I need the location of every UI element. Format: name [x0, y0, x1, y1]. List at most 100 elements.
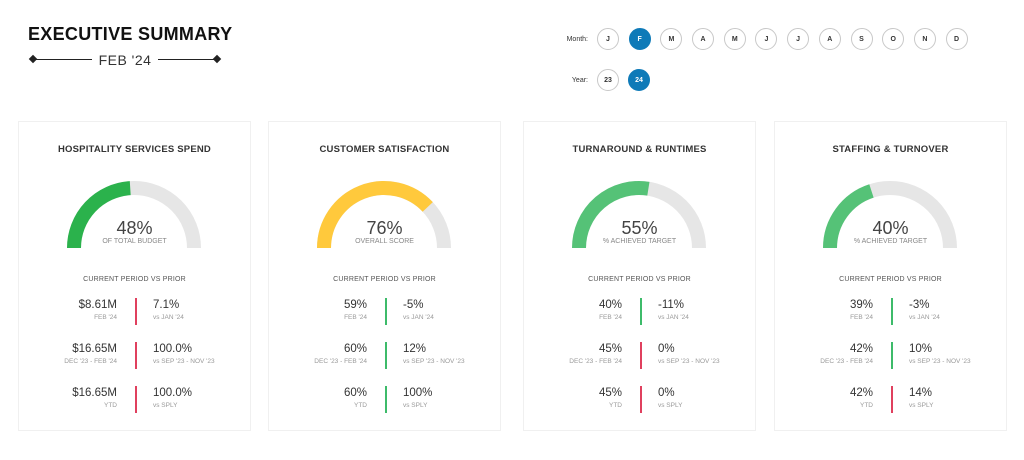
month-pill-nov[interactable]: N: [913, 28, 936, 50]
trend-indicator-bar: [385, 342, 387, 369]
metric-period: YTD: [860, 402, 873, 409]
trend-indicator-bar: [891, 298, 893, 325]
metric-change-period: vs SPLY: [658, 402, 683, 409]
card-title: TURNAROUND & RUNTIMES: [572, 144, 707, 155]
gauge-label: % ACHIEVED TARGET: [853, 238, 928, 245]
month-pill-dec[interactable]: D: [945, 28, 968, 50]
trend-indicator-bar: [891, 342, 893, 369]
metric-change: -3%: [909, 299, 930, 311]
month-pill-jul[interactable]: J: [787, 28, 810, 50]
month-selector: Month: J F M A M J J A S O N D: [558, 28, 977, 50]
metric-row: 39% FEB '24 -3% vs JAN '24: [775, 298, 1006, 328]
month-pill-mar[interactable]: M: [660, 28, 683, 50]
month-pill-apr[interactable]: A: [692, 28, 715, 50]
year-pill-23[interactable]: 23: [597, 69, 619, 91]
metric-value: 42%: [849, 343, 873, 355]
metric-change-period: vs SEP '23 - NOV '23: [658, 358, 720, 365]
month-pill-aug[interactable]: A: [818, 28, 841, 50]
divider-line-left: [32, 59, 92, 60]
gauge-label: % ACHIEVED TARGET: [602, 238, 677, 245]
metric-period: YTD: [609, 402, 622, 409]
gauge-value: 48%: [116, 218, 153, 238]
metric-period: YTD: [354, 402, 367, 409]
gauge-chart: [823, 181, 957, 249]
metric-period: FEB '24: [599, 314, 622, 321]
metric-change: 7.1%: [153, 299, 180, 311]
metric-value: $16.65M: [72, 343, 117, 355]
gauge-chart: [317, 181, 451, 249]
metric-row: 60% YTD 100% vs SPLY: [269, 386, 500, 416]
gauge-label: OVERALL SCORE: [355, 238, 414, 245]
kpi-card-customer-satisfaction: CUSTOMER SATISFACTION 76% OVERALL SCORE CUR…: [268, 121, 501, 431]
kpi-card-turnaround-runtimes: TURNAROUND & RUNTIMES 55%% ACHIEVED TARGE…: [523, 121, 756, 431]
metric-value: 39%: [849, 299, 873, 311]
metric-row: 42% YTD 14% vs SPLY: [775, 386, 1006, 416]
metric-row: 45% DEC '23 - FEB '24 0% vs SEP '23 - NOV '…: [524, 342, 755, 372]
metric-period: YTD: [104, 402, 117, 409]
metric-value: $16.65M: [72, 387, 117, 399]
metric-period: DEC '23 - FEB '24: [569, 358, 622, 365]
metric-change: 12%: [403, 343, 427, 355]
metric-period: DEC '23 - FEB '24: [820, 358, 873, 365]
card-title: HOSPITALITY SERVICES SPEND: [57, 144, 211, 155]
metric-change-period: vs SPLY: [153, 402, 178, 409]
metric-row: 60% DEC '23 - FEB '24 12% vs SEP '23 - NOV …: [269, 342, 500, 372]
metric-row: 42% DEC '23 - FEB '24 10% vs SEP '23 - NOV …: [775, 342, 1006, 372]
trend-indicator-bar: [135, 386, 137, 413]
month-pill-may[interactable]: M: [723, 28, 746, 50]
trend-indicator-bar: [135, 342, 137, 369]
metric-change-period: vs SPLY: [909, 402, 934, 409]
metric-change-period: vs JAN '24: [658, 314, 689, 321]
trend-indicator-bar: [385, 298, 387, 325]
metric-change: 14%: [909, 387, 933, 399]
gauge-fill: [317, 181, 433, 249]
gauge-fill: [572, 181, 650, 249]
month-pill-jun[interactable]: J: [755, 28, 778, 50]
metric-period: FEB '24: [850, 314, 873, 321]
metric-row: 40% FEB '24 -11% vs JAN '24: [524, 298, 755, 328]
month-pill-oct[interactable]: O: [882, 28, 905, 50]
month-pill-feb[interactable]: F: [628, 28, 651, 50]
metric-row: $8.61M FEB '24 7.1% vs JAN '24: [19, 298, 250, 328]
metric-value: 42%: [849, 387, 873, 399]
period-comparison-header: CURRENT PERIOD VS PRIOR: [839, 276, 942, 283]
month-pill-jan[interactable]: J: [597, 28, 619, 50]
kpi-card-staffing-turnover: STAFFING & TURNOVER 40%% ACHIEVED TARGET C…: [774, 121, 1007, 431]
metric-row: 45% YTD 0% vs SPLY: [524, 386, 755, 416]
period-comparison-header: CURRENT PERIOD VS PRIOR: [588, 276, 691, 283]
trend-indicator-bar: [640, 342, 642, 369]
metric-period: DEC '23 - FEB '24: [314, 358, 367, 365]
gauge-value: 76%: [366, 218, 403, 238]
metric-row: $16.65M YTD 100.0% vs SPLY: [19, 386, 250, 416]
gauge-chart: [67, 181, 201, 249]
period-subtitle: FEB '24: [28, 50, 222, 70]
metric-row: $16.65M DEC '23 - FEB '24 100.0% vs SEP '23…: [19, 342, 250, 372]
month-pill-sep[interactable]: S: [850, 28, 873, 50]
metric-change-period: vs JAN '24: [909, 314, 940, 321]
metric-change: -11%: [658, 299, 684, 311]
trend-indicator-bar: [891, 386, 893, 413]
gauge-label: OF TOTAL BUDGET: [102, 238, 167, 245]
metric-value: $8.61M: [78, 299, 117, 311]
trend-indicator-bar: [385, 386, 387, 413]
metric-change: 10%: [909, 343, 933, 355]
trend-indicator-bar: [640, 298, 642, 325]
metric-change: 100.0%: [153, 343, 193, 355]
metric-change: 100%: [403, 387, 433, 399]
metric-period: FEB '24: [344, 314, 367, 321]
period-label: FEB '24: [98, 52, 152, 68]
metric-change: -5%: [403, 299, 424, 311]
metric-row: 59% FEB '24 -5% vs JAN '24: [269, 298, 500, 328]
gauge-value: 40%: [872, 218, 909, 238]
metric-period: FEB '24: [94, 314, 117, 321]
metric-value: 40%: [598, 299, 622, 311]
metric-value: 59%: [343, 299, 367, 311]
year-pill-24[interactable]: 24: [628, 69, 650, 91]
kpi-card-hospitality-spend: HOSPITALITY SERVICES SPEND 48% OF TOTAL BU…: [18, 121, 251, 431]
metric-value: 60%: [343, 343, 367, 355]
metric-change-period: vs SEP '23 - NOV '23: [909, 358, 971, 365]
month-selector-label: Month:: [566, 35, 588, 43]
gauge-value: 55%: [621, 218, 658, 238]
metric-change-period: vs SEP '23 - NOV '23: [403, 358, 465, 365]
metric-value: 45%: [598, 387, 622, 399]
